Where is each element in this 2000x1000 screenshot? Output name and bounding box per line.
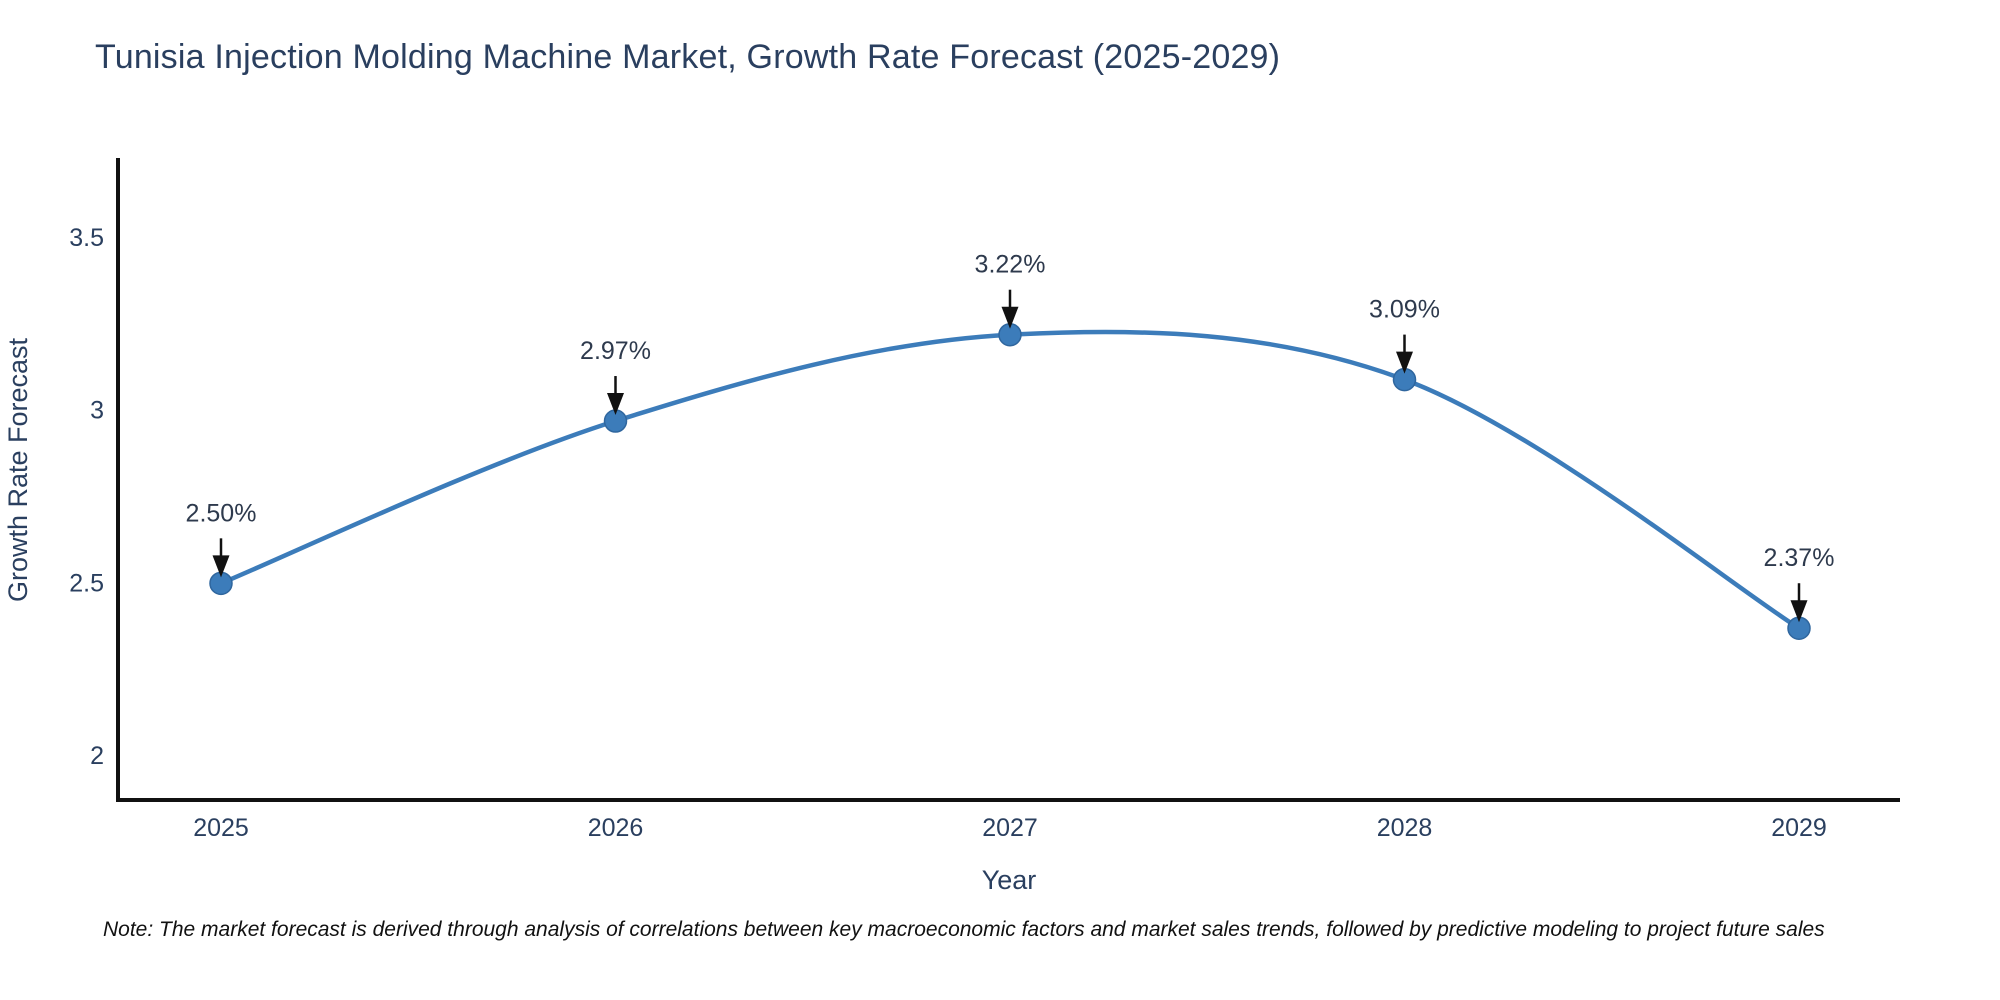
- data-label-2029: 2.37%: [1764, 544, 1835, 572]
- footnote: Note: The market forecast is derived thr…: [103, 918, 1825, 941]
- chart-title: Tunisia Injection Molding Machine Market…: [95, 38, 1281, 76]
- data-label-2025: 2.50%: [186, 499, 257, 527]
- x-tick-label: 2029: [1771, 814, 1827, 842]
- annotation-arrow-head: [212, 555, 230, 578]
- annotation-arrow-head: [1001, 306, 1019, 329]
- annotation-arrow-head: [607, 393, 624, 416]
- annotation-arrow-head: [1396, 351, 1413, 374]
- data-label-2028: 3.09%: [1369, 296, 1440, 324]
- data-label-2027: 3.22%: [975, 251, 1046, 279]
- y-tick-label: 2.5: [69, 569, 104, 597]
- growth-rate-line: [218, 329, 1802, 631]
- x-tick-label: 2025: [193, 814, 249, 842]
- y-tick-label: 3.5: [69, 224, 104, 252]
- y-axis-title: Growth Rate Forecast: [3, 337, 33, 602]
- x-tick-label: 2026: [588, 814, 644, 842]
- annotation-arrow-head: [1790, 600, 1808, 623]
- data-label-2026: 2.97%: [580, 337, 651, 365]
- y-tick-label: 2: [90, 742, 104, 770]
- x-axis-title: Year: [982, 865, 1037, 895]
- x-tick-label: 2027: [982, 814, 1038, 842]
- y-tick-label: 3: [90, 397, 104, 425]
- x-tick-label: 2028: [1377, 814, 1433, 842]
